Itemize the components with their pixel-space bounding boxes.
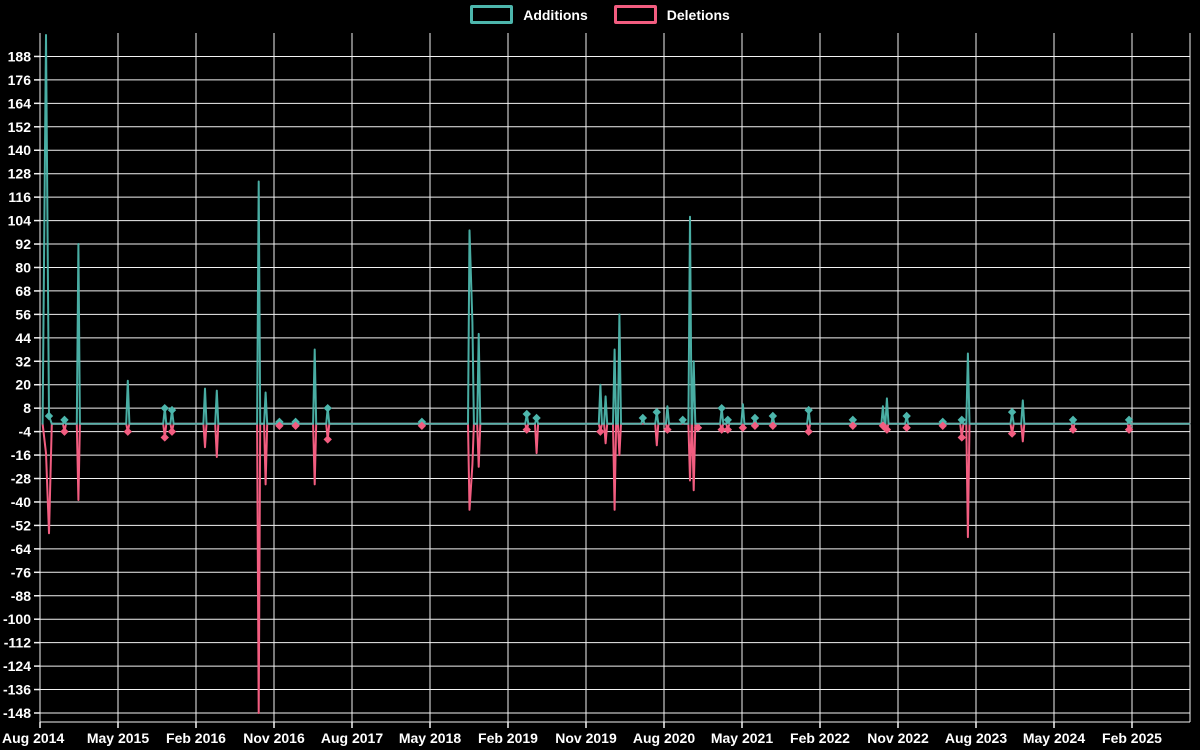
legend-additions-label: Additions [523, 6, 588, 23]
svg-text:-112: -112 [4, 635, 31, 651]
svg-text:188: 188 [8, 48, 32, 64]
svg-text:128: 128 [8, 166, 32, 182]
svg-text:-28: -28 [11, 471, 31, 487]
svg-text:Aug 2017: Aug 2017 [321, 730, 383, 746]
svg-text:Feb 2019: Feb 2019 [478, 730, 538, 746]
svg-text:140: 140 [8, 142, 32, 158]
deletions-swatch-icon [613, 5, 657, 24]
svg-text:44: 44 [15, 330, 31, 346]
svg-text:-16: -16 [11, 447, 31, 463]
svg-text:-4: -4 [19, 424, 32, 440]
svg-text:-100: -100 [3, 611, 31, 627]
svg-text:20: 20 [15, 377, 31, 393]
svg-text:68: 68 [15, 283, 31, 299]
svg-text:176: 176 [8, 72, 32, 88]
svg-text:152: 152 [8, 119, 32, 135]
svg-text:-148: -148 [3, 705, 31, 721]
svg-text:May 2021: May 2021 [711, 730, 773, 746]
svg-text:-40: -40 [11, 494, 31, 510]
svg-text:32: 32 [15, 353, 31, 369]
svg-text:Nov 2022: Nov 2022 [867, 730, 929, 746]
svg-text:May 2024: May 2024 [1023, 730, 1085, 746]
svg-text:Feb 2016: Feb 2016 [166, 730, 226, 746]
svg-text:Feb 2022: Feb 2022 [790, 730, 850, 746]
additions-swatch-icon [470, 5, 514, 24]
svg-text:-88: -88 [11, 588, 31, 604]
svg-text:116: 116 [8, 189, 31, 205]
svg-text:Nov 2016: Nov 2016 [243, 730, 305, 746]
svg-text:56: 56 [15, 306, 31, 322]
svg-text:-52: -52 [11, 517, 31, 533]
svg-text:Nov 2019: Nov 2019 [555, 730, 617, 746]
svg-text:92: 92 [15, 236, 31, 252]
svg-text:May 2018: May 2018 [399, 730, 461, 746]
legend-item-additions[interactable]: Additions [470, 5, 588, 24]
svg-text:-64: -64 [11, 541, 31, 557]
svg-text:8: 8 [23, 400, 31, 416]
svg-text:Feb 2025: Feb 2025 [1102, 730, 1162, 746]
svg-text:104: 104 [8, 213, 32, 229]
svg-text:-124: -124 [3, 658, 31, 674]
chart-legend: Additions Deletions [0, 5, 1200, 24]
svg-text:-136: -136 [3, 682, 31, 698]
svg-text:164: 164 [8, 95, 32, 111]
legend-deletions-label: Deletions [666, 6, 730, 23]
svg-text:Aug 2020: Aug 2020 [633, 730, 695, 746]
svg-text:80: 80 [15, 259, 31, 275]
svg-text:-76: -76 [11, 564, 31, 580]
svg-text:Aug 2014: Aug 2014 [2, 730, 64, 746]
svg-text:May 2015: May 2015 [87, 730, 149, 746]
legend-item-deletions[interactable]: Deletions [613, 5, 730, 24]
svg-text:Aug 2023: Aug 2023 [945, 730, 1007, 746]
